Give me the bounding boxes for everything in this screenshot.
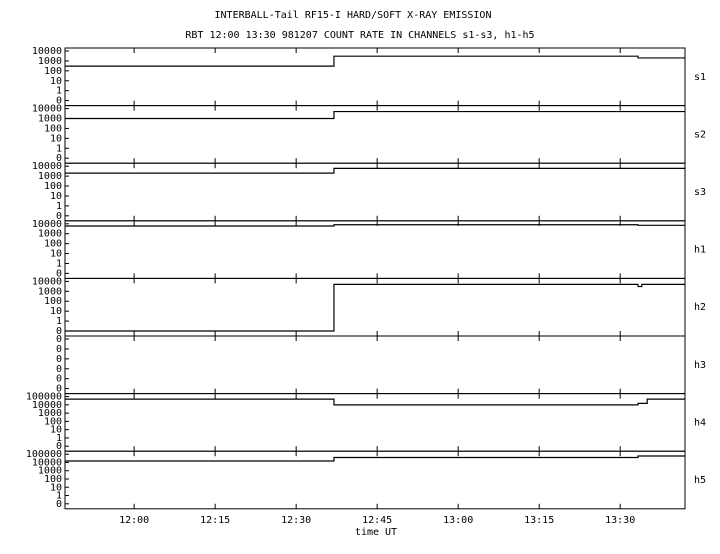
channel-label: s2 [694,129,706,140]
y-tick-label: 10000 [32,104,62,115]
panel-frame [64,450,686,510]
y-tick-label: 0 [56,96,62,107]
channel-label: h3 [694,360,706,371]
y-tick-label: 1000 [38,466,62,477]
channel-label: s1 [694,72,706,83]
y-tick-label: 1 [56,143,62,154]
chart-title: INTERBALL-Tail RF15-I HARD/SOFT X-RAY EM… [215,10,492,21]
series-line [65,398,685,406]
x-tick-label: 12:15 [200,515,230,526]
y-tick-label: 100000 [26,449,62,460]
channel-label: h1 [694,245,706,256]
series-line [65,167,685,174]
y-tick-label: 10000 [32,46,62,57]
panel-frame [64,277,686,337]
y-tick-label: 0 [56,268,62,279]
series-line [65,55,685,67]
y-tick-label: 0 [56,326,62,337]
y-tick-label: 1 [56,491,62,502]
y-tick-label: 0 [56,441,62,452]
y-tick-label: 0 [56,364,62,375]
x-tick-label: 13:30 [605,515,635,526]
series-line [65,455,685,462]
y-tick-label: 10000 [32,400,62,411]
y-tick-label: 1000 [38,114,62,125]
y-tick-label: 100 [44,66,62,77]
panel-frame [64,162,686,222]
y-tick-label: 0 [56,354,62,365]
y-tick-label: 1 [56,201,62,212]
channel-label: h4 [694,417,706,428]
y-tick-label: 100 [44,239,62,250]
y-tick-label: 1 [56,258,62,269]
y-tick-label: 10000 [32,161,62,172]
panel-frame [64,335,686,395]
y-tick-label: 1000 [38,286,62,297]
y-tick-label: 1 [56,86,62,97]
y-tick-label: 10000 [32,219,62,230]
chart-subtitle: RBT 12:00 13:30 981207 COUNT RATE IN CHA… [185,30,534,41]
series-line [65,224,685,227]
panel-frame [64,105,686,164]
x-tick-label: 13:15 [524,515,554,526]
panel-frame [64,220,686,279]
series-line [65,110,685,120]
y-tick-label: 0 [56,374,62,385]
y-tick-label: 1000 [38,408,62,419]
y-tick-label: 10 [50,191,62,202]
y-tick-label: 0 [56,211,62,222]
y-tick-label: 1000 [38,229,62,240]
y-tick-label: 0 [56,153,62,164]
y-tick-label: 1000 [38,56,62,67]
y-tick-label: 100 [44,123,62,134]
x-tick-label: 12:45 [362,515,392,526]
channel-label: h2 [694,302,706,313]
x-tick-label: 12:00 [119,515,149,526]
y-tick-label: 10000 [32,276,62,287]
panel-frame [64,393,686,452]
y-tick-label: 1 [56,433,62,444]
y-tick-label: 10 [50,306,62,317]
y-tick-label: 100 [44,181,62,192]
y-tick-label: 1 [56,316,62,327]
y-tick-label: 0 [56,334,62,345]
y-tick-label: 100 [44,416,62,427]
y-tick-label: 100 [44,296,62,307]
y-tick-label: 0 [56,384,62,395]
channel-label: s3 [694,187,706,198]
x-tick-label: 12:30 [281,515,311,526]
series-line [65,283,685,332]
x-axis-label: time UT [355,527,397,538]
y-tick-label: 10 [50,425,62,436]
y-tick-label: 100000 [26,392,62,403]
y-tick-label: 10000 [32,457,62,468]
y-tick-label: 0 [56,499,62,510]
y-tick-label: 1000 [38,171,62,182]
x-tick-label: 13:00 [443,515,473,526]
y-tick-label: 0 [56,344,62,355]
y-tick-label: 10 [50,482,62,493]
channel-label: h5 [694,475,706,486]
y-tick-label: 10 [50,249,62,260]
y-tick-label: 10 [50,133,62,144]
y-tick-label: 100 [44,474,62,485]
y-tick-label: 10 [50,76,62,87]
